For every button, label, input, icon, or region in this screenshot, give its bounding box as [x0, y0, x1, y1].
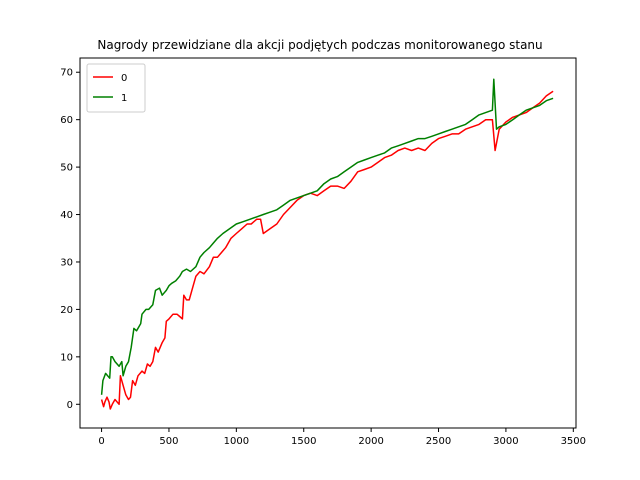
- y-tick-label: 40: [60, 210, 73, 221]
- y-tick-label: 20: [60, 305, 73, 316]
- chart-title: Nagrody przewidziane dla akcji podjętych…: [97, 38, 542, 52]
- legend-box: [86, 63, 146, 113]
- x-tick-label: 2000: [358, 436, 383, 447]
- legend: 01: [86, 63, 146, 113]
- y-tick-label: 10: [60, 352, 73, 363]
- x-tick-label: 500: [159, 436, 178, 447]
- x-tick-label: 1000: [224, 436, 249, 447]
- x-axis: 0 500 1000 1500 2000 2500 3000 3500: [98, 428, 586, 447]
- x-tick-label: 3500: [561, 436, 586, 447]
- series-line-0: [100, 90, 554, 410]
- y-tick-label: 70: [60, 68, 73, 79]
- axes-frame: [79, 57, 577, 429]
- x-tick-label: 2500: [426, 436, 451, 447]
- series-layer: [100, 78, 554, 410]
- x-tick-label: 3000: [493, 436, 518, 447]
- y-tick-label: 30: [60, 257, 73, 268]
- series-line-1: [100, 78, 554, 395]
- x-tick-label: 0: [98, 436, 104, 447]
- y-tick-label: 60: [60, 115, 73, 126]
- legend-label-1: 1: [121, 93, 127, 104]
- y-axis: 0 10 20 30 40 50 60 70: [60, 68, 80, 411]
- y-tick-label: 0: [67, 400, 73, 411]
- legend-label-0: 0: [121, 73, 127, 84]
- y-tick-label: 50: [60, 163, 73, 174]
- x-tick-label: 1500: [291, 436, 316, 447]
